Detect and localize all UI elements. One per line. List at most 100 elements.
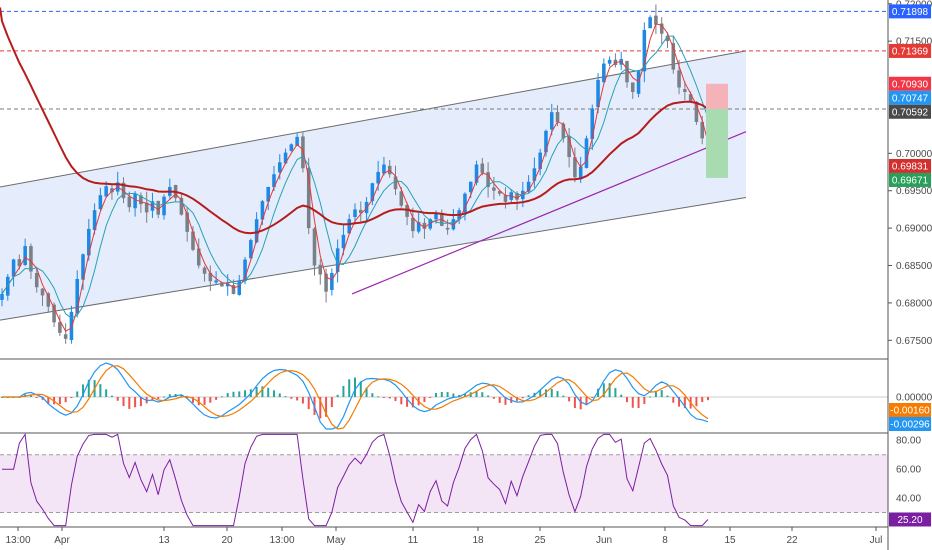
candle-body — [127, 196, 132, 208]
candle-body — [573, 157, 577, 178]
moving-averages — [0, 7, 709, 333]
candle-body — [318, 264, 323, 275]
candle-body — [69, 311, 74, 341]
candle-body — [688, 94, 693, 101]
macd-histogram-bar — [516, 397, 519, 401]
macd-histogram-bar — [110, 395, 113, 397]
macd-histogram-bar — [64, 397, 67, 403]
candle-body — [191, 231, 195, 250]
candle-body — [497, 191, 502, 194]
channel-upper-line — [0, 50, 747, 188]
price-pane[interactable] — [0, 4, 888, 344]
candle-body — [196, 248, 201, 266]
rsi-tag-bg — [889, 512, 931, 527]
candle-body — [231, 285, 236, 294]
time-axis[interactable]: 13:00 Apr 13 20 13:00 May 11 18 25 Jun 8 15 22 Jul — [5, 527, 882, 546]
candle-body — [636, 71, 641, 94]
candle-body — [630, 82, 635, 92]
macd-histogram-bar — [87, 379, 90, 397]
macd-histogram-bar — [180, 394, 183, 397]
candle-body — [295, 136, 299, 146]
macd-histogram-bar — [527, 395, 530, 397]
candle-body — [208, 272, 213, 282]
macd-histogram-bar — [539, 390, 542, 397]
rsi-axis[interactable]: 80.00 60.00 40.00 — [896, 436, 921, 505]
candle-body — [335, 248, 340, 273]
macd-histogram-bar — [608, 383, 611, 397]
macd-histogram-bar — [492, 397, 495, 399]
macd-histogram-bar — [203, 397, 206, 406]
macd-histogram-bar — [614, 388, 617, 397]
macd-histogram-bar — [220, 396, 223, 398]
candle-body — [237, 280, 242, 295]
candle-body — [474, 164, 479, 183]
macd-histogram-bar — [620, 394, 623, 397]
candle-body — [353, 209, 357, 218]
price-tag-bg — [889, 76, 931, 91]
price-tag: 0.71369 — [892, 46, 929, 57]
macd-histogram-bar — [707, 397, 709, 401]
candle-body — [185, 212, 189, 232]
candle-body — [225, 283, 230, 287]
candle-body — [277, 162, 282, 173]
macd-histogram-bar — [76, 391, 79, 397]
candle-body — [665, 35, 670, 42]
candle-body — [144, 202, 149, 213]
macd-histogram-bar — [209, 397, 212, 403]
candle-body — [416, 222, 421, 232]
macd-histogram-bar — [429, 397, 432, 398]
candle-body — [555, 112, 560, 122]
macd-histogram-bar — [573, 397, 576, 409]
price-tag: 0.69671 — [892, 175, 929, 186]
candle-body — [11, 259, 16, 277]
horizontal-price-levels — [0, 10, 888, 110]
rsi-pane[interactable] — [0, 432, 888, 527]
price-axis-tick-label: 0.71500 — [896, 37, 932, 48]
price-tag-bg — [889, 43, 931, 58]
macd-histogram-bar — [278, 393, 281, 397]
candle-body — [538, 152, 542, 170]
macd-histogram-bar — [678, 397, 681, 407]
macd-tag: -0.00160 — [890, 406, 930, 417]
macd-histogram-bar — [695, 397, 698, 407]
candle-body — [376, 172, 380, 184]
candle-body — [110, 188, 114, 193]
price-tag: 0.70747 — [892, 93, 929, 104]
time-axis-tick-label: May — [327, 535, 346, 546]
time-axis-tick-label: 13:00 — [269, 535, 294, 546]
candle-body — [549, 112, 554, 130]
candle-body — [23, 246, 27, 265]
candle-body — [324, 273, 328, 292]
macd-pane[interactable] — [0, 362, 888, 430]
price-axis-tick-label: 0.67500 — [896, 336, 932, 347]
candle-body — [63, 334, 68, 339]
macd-histogram-bar — [163, 396, 166, 398]
macd-histogram-bar — [307, 397, 310, 410]
macd-histogram-bar — [672, 397, 675, 403]
macd-axis[interactable]: 0.00000 — [896, 393, 932, 404]
candle-body — [306, 168, 311, 229]
candle-body — [659, 23, 664, 34]
macd-histogram-bar — [406, 397, 409, 407]
candle-body — [492, 187, 496, 191]
macd-histogram-bar — [191, 397, 194, 403]
macd-line — [2, 362, 709, 430]
macd-histogram-bar — [157, 397, 160, 399]
macd-histogram-bar — [47, 397, 50, 404]
macd-histogram-bar — [215, 397, 218, 400]
macd-histogram-bar — [562, 395, 565, 397]
candle-body — [58, 322, 62, 333]
time-axis-tick-label: 13 — [158, 535, 170, 546]
macd-histogram-bar — [128, 397, 131, 409]
macd-histogram-bar — [458, 394, 461, 397]
time-axis-tick-label: Apr — [54, 535, 70, 546]
candle-body — [567, 136, 571, 158]
macd-histogram-bar — [342, 385, 345, 397]
macd-axis-tick-label: 0.00000 — [896, 393, 932, 404]
macd-histogram-bar — [29, 394, 32, 397]
macd-histogram-bar — [382, 397, 385, 398]
candle-body — [584, 138, 589, 168]
macd-histogram-bar — [550, 388, 553, 397]
candle-body — [677, 70, 681, 88]
